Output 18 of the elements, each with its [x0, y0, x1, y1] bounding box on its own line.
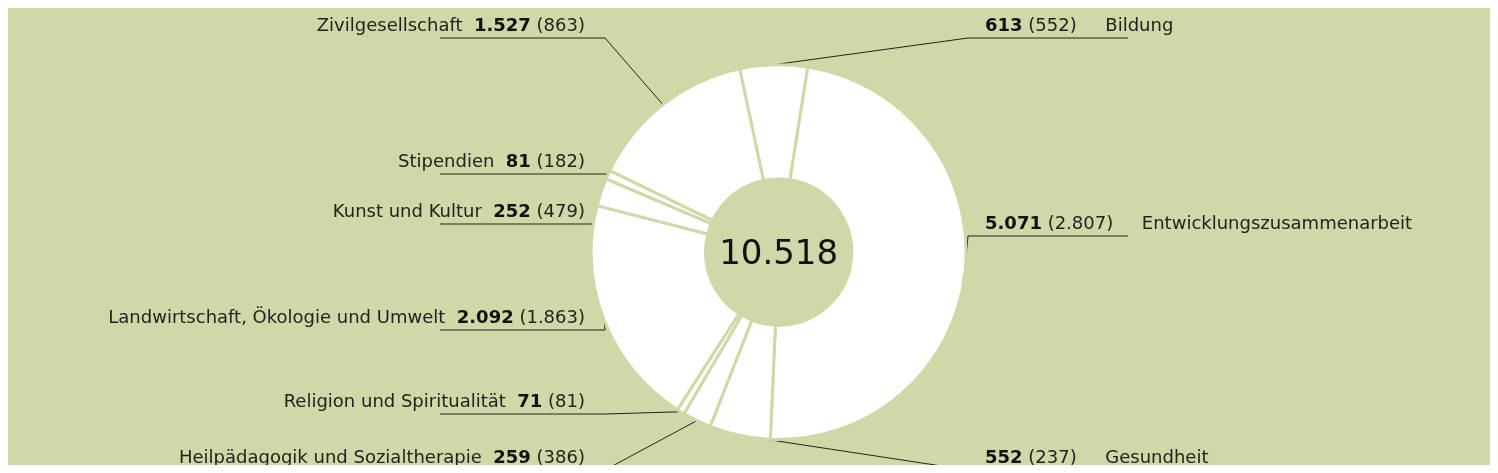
data-label: 252 (479): [493, 199, 585, 221]
data-label: 613 (552): [985, 13, 1077, 35]
data-label: 81 (182): [505, 149, 585, 171]
data-label: 5.071 (2.807): [985, 211, 1114, 233]
text: 10.518: [719, 232, 839, 273]
slice-label: Kunst und Kultur: [332, 199, 494, 221]
data-label: 1.527 (863): [473, 13, 585, 35]
slice-label: Bildung: [1076, 13, 1174, 35]
data-label: 552 (237): [985, 445, 1077, 467]
slice-label: Landwirtschaft, Ökologie und Umwelt: [108, 305, 457, 327]
data-label: 259 (386): [493, 445, 585, 467]
slice-label: Gesundheit: [1076, 445, 1209, 467]
data-label: 2.092 (1.863): [456, 305, 585, 327]
slice-label: Zivilgesellschaft: [316, 13, 474, 35]
slice-label: Entwicklungszusammenarbeit: [1113, 211, 1413, 233]
slice-label: Religion und Spiritualität: [283, 389, 518, 411]
slice-label: Stipendien: [398, 149, 506, 171]
data-label: 71 (81): [517, 389, 585, 411]
